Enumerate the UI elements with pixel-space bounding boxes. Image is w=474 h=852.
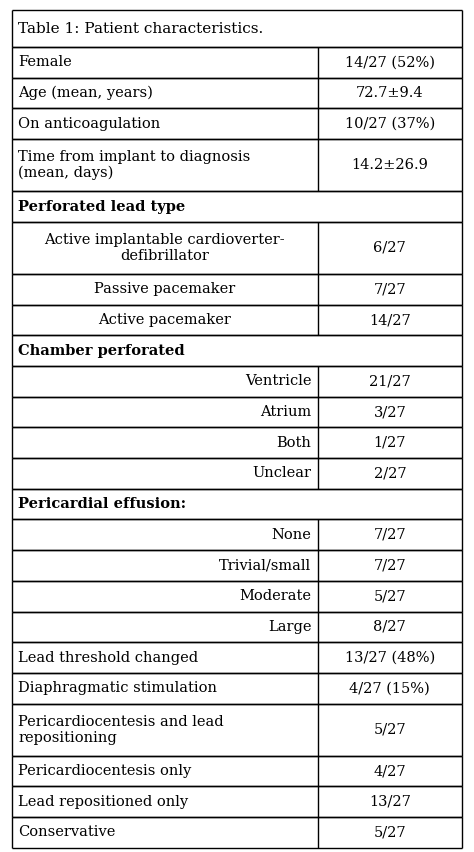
- Text: 7/27: 7/27: [374, 528, 406, 542]
- Text: On anticoagulation: On anticoagulation: [18, 117, 160, 130]
- Text: 5/27: 5/27: [374, 826, 406, 839]
- Text: 10/27 (37%): 10/27 (37%): [345, 117, 435, 130]
- Text: 21/27: 21/27: [369, 374, 411, 389]
- Text: Both: Both: [276, 435, 311, 450]
- Text: Passive pacemaker: Passive pacemaker: [94, 282, 235, 296]
- Text: Active implantable cardioverter-
defibrillator: Active implantable cardioverter- defibri…: [45, 233, 285, 263]
- Text: Active pacemaker: Active pacemaker: [98, 313, 231, 327]
- Text: Unclear: Unclear: [253, 466, 311, 481]
- Text: Trivial/small: Trivial/small: [219, 559, 311, 573]
- Text: 1/27: 1/27: [374, 435, 406, 450]
- Text: 7/27: 7/27: [374, 559, 406, 573]
- Text: Pericardiocentesis and lead
repositioning: Pericardiocentesis and lead repositionin…: [18, 715, 224, 745]
- Text: 5/27: 5/27: [374, 590, 406, 603]
- Text: 13/27: 13/27: [369, 795, 411, 809]
- Text: 7/27: 7/27: [374, 282, 406, 296]
- Text: Table 1: Patient characteristics.: Table 1: Patient characteristics.: [18, 21, 263, 36]
- Text: 4/27 (15%): 4/27 (15%): [349, 682, 430, 695]
- Text: 6/27: 6/27: [374, 241, 406, 255]
- Text: 8/27: 8/27: [374, 620, 406, 634]
- Text: Female: Female: [18, 55, 72, 69]
- Text: 14/27: 14/27: [369, 313, 411, 327]
- Text: Time from implant to diagnosis
(mean, days): Time from implant to diagnosis (mean, da…: [18, 150, 250, 181]
- Text: Pericardiocentesis only: Pericardiocentesis only: [18, 764, 191, 778]
- Text: 14/27 (52%): 14/27 (52%): [345, 55, 435, 69]
- Text: Perforated lead type: Perforated lead type: [18, 199, 185, 214]
- Text: Diaphragmatic stimulation: Diaphragmatic stimulation: [18, 682, 217, 695]
- Text: Moderate: Moderate: [239, 590, 311, 603]
- Text: Chamber perforated: Chamber perforated: [18, 343, 185, 358]
- Text: None: None: [272, 528, 311, 542]
- Text: 3/27: 3/27: [374, 405, 406, 419]
- Text: Lead threshold changed: Lead threshold changed: [18, 651, 198, 665]
- Text: 5/27: 5/27: [374, 722, 406, 737]
- Text: 14.2±26.9: 14.2±26.9: [351, 158, 428, 172]
- Text: Pericardial effusion:: Pericardial effusion:: [18, 498, 186, 511]
- Text: Large: Large: [268, 620, 311, 634]
- Text: Atrium: Atrium: [260, 405, 311, 419]
- Text: 72.7±9.4: 72.7±9.4: [356, 86, 424, 100]
- Text: Age (mean, years): Age (mean, years): [18, 86, 153, 101]
- Text: 4/27: 4/27: [374, 764, 406, 778]
- Text: Conservative: Conservative: [18, 826, 115, 839]
- Text: Ventricle: Ventricle: [245, 374, 311, 389]
- Text: Lead repositioned only: Lead repositioned only: [18, 795, 188, 809]
- Text: 13/27 (48%): 13/27 (48%): [345, 651, 435, 665]
- Text: 2/27: 2/27: [374, 466, 406, 481]
